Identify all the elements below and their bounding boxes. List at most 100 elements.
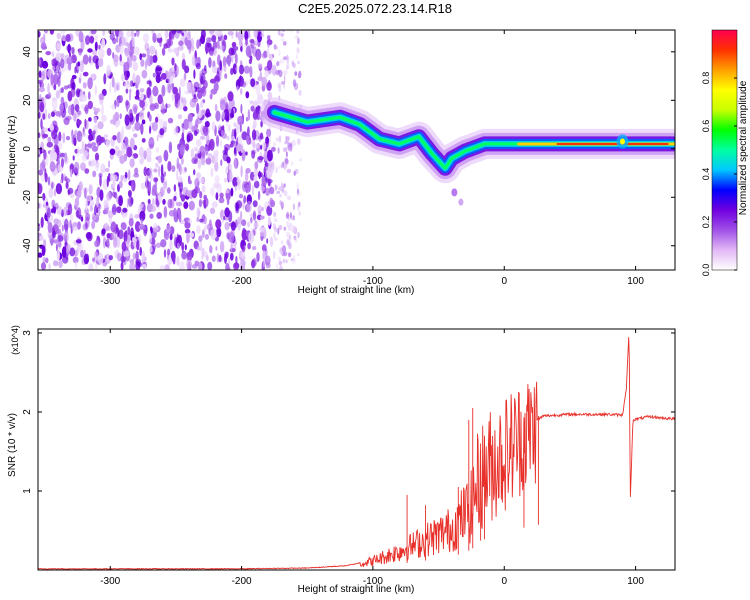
spectrogram-ylabel: Frequency (Hz) — [7, 116, 18, 185]
noise-speckle — [63, 234, 68, 242]
noise-speckle — [282, 147, 287, 153]
noise-speckle — [100, 163, 106, 174]
x-tick-label: -200 — [232, 576, 252, 587]
noise-speckle — [87, 77, 93, 90]
noise-speckle — [103, 199, 108, 209]
noise-speckle — [119, 60, 125, 67]
snr-multiplier: (x10^4) — [10, 325, 20, 355]
noise-speckle — [166, 224, 171, 233]
noise-speckle — [120, 135, 124, 145]
noise-speckle — [75, 209, 80, 218]
noise-speckle — [157, 94, 163, 105]
noise-speckle — [262, 257, 266, 268]
noise-speckle — [155, 116, 159, 123]
noise-speckle — [140, 225, 146, 231]
noise-speckle — [76, 190, 80, 201]
noise-speckle — [98, 207, 101, 217]
noise-speckle — [45, 257, 49, 264]
noise-speckle — [178, 181, 184, 193]
noise-speckle — [111, 76, 115, 88]
noise-speckle — [187, 218, 193, 224]
noise-speckle — [42, 192, 46, 201]
noise-speckle — [186, 260, 193, 270]
noise-speckle — [259, 226, 265, 233]
noise-speckle — [101, 228, 106, 235]
noise-speckle — [194, 178, 200, 188]
noise-speckle — [229, 252, 234, 261]
noise-speckle — [222, 125, 225, 131]
noise-speckle — [139, 99, 146, 108]
noise-speckle — [292, 254, 296, 262]
noise-speckle — [58, 67, 66, 73]
noise-speckle — [193, 93, 197, 100]
noise-speckle — [201, 86, 207, 97]
noise-speckle — [257, 190, 261, 201]
noise-speckle — [132, 252, 136, 260]
noise-speckle — [278, 224, 283, 231]
noise-speckle — [216, 30, 223, 37]
noise-speckle — [73, 161, 80, 174]
noise-speckle — [180, 157, 184, 165]
noise-speckle — [215, 135, 220, 147]
noise-speckle — [234, 185, 237, 192]
noise-speckle — [197, 159, 202, 170]
noise-speckle — [88, 128, 92, 135]
noise-speckle — [88, 263, 94, 270]
snr-ylabel: SNR (10 * v/v) — [7, 413, 18, 477]
noise-speckle — [104, 168, 110, 172]
noise-speckle — [201, 68, 208, 75]
noise-speckle — [265, 187, 271, 196]
noise-speckle — [167, 161, 172, 172]
noise-speckle — [149, 45, 156, 55]
noise-speckle — [153, 177, 159, 183]
noise-speckle — [156, 200, 160, 206]
noise-speckle — [235, 200, 243, 209]
noise-speckle — [139, 246, 142, 256]
noise-speckle — [87, 91, 91, 100]
noise-speckle — [59, 152, 66, 158]
noise-speckle — [172, 86, 179, 95]
noise-speckle — [171, 165, 176, 173]
noise-speckle — [253, 30, 259, 38]
noise-speckle — [120, 73, 125, 82]
noise-speckle — [223, 108, 230, 121]
noise-speckle — [55, 52, 62, 62]
noise-speckle — [135, 113, 139, 123]
noise-speckle — [104, 255, 107, 261]
noise-speckle — [234, 157, 237, 170]
noise-speckle — [266, 81, 272, 91]
noise-speckle — [42, 113, 46, 120]
noise-speckle — [235, 256, 238, 265]
noise-speckle — [130, 227, 134, 239]
noise-speckle — [148, 114, 152, 122]
noise-speckle — [247, 30, 251, 40]
noise-speckle — [57, 240, 62, 248]
noise-speckle — [102, 30, 106, 37]
noise-speckle — [163, 43, 168, 49]
noise-speckle — [139, 88, 145, 93]
noise-speckle — [200, 177, 205, 184]
noise-speckle — [277, 82, 282, 88]
noise-speckle — [53, 202, 59, 208]
noise-speckle — [273, 232, 276, 239]
noise-speckle — [141, 150, 145, 162]
noise-speckle — [199, 191, 203, 199]
noise-speckle — [99, 175, 102, 187]
noise-speckle — [199, 70, 202, 80]
noise-speckle — [91, 142, 97, 147]
noise-speckle — [137, 262, 142, 268]
noise-speckle — [249, 65, 253, 78]
noise-speckle — [200, 135, 206, 140]
noise-speckle — [244, 171, 249, 182]
noise-speckle — [165, 103, 168, 110]
noise-speckle — [133, 46, 140, 56]
noise-speckle — [42, 133, 49, 138]
noise-speckle — [218, 254, 222, 263]
noise-speckle — [128, 90, 132, 102]
noise-speckle — [231, 41, 237, 48]
noise-speckle — [245, 151, 248, 156]
noise-speckle — [215, 219, 222, 229]
noise-speckle — [243, 195, 247, 204]
noise-speckle — [196, 39, 200, 49]
noise-speckle — [48, 234, 53, 240]
